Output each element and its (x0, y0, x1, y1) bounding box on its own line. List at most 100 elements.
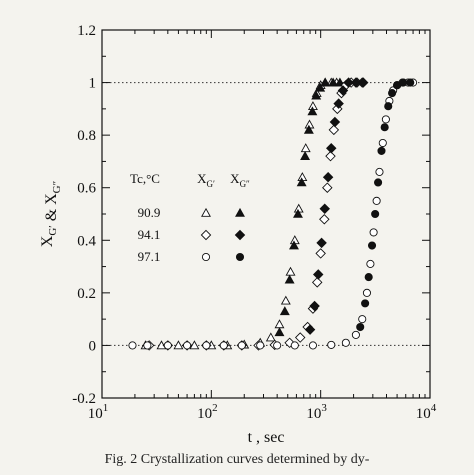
data-point-circle-open (308, 341, 317, 350)
data-point-triangle-filled (320, 77, 331, 87)
data-point-triangle-filled (284, 274, 295, 284)
data-point-triangle-open (285, 266, 296, 276)
data-point-circle-open (143, 341, 152, 350)
data-point-circle-open (378, 138, 387, 148)
y-tick-label: -0.2 (72, 391, 96, 407)
data-point-triangle-filled (303, 124, 314, 134)
data-point-circle-open (237, 341, 246, 350)
data-point-diamond-open (328, 124, 340, 136)
data-point-diamond-filled (326, 143, 337, 154)
data-point-diamond-open (315, 248, 326, 259)
x-tick-label: 104 (416, 402, 437, 422)
data-point-diamond-open (311, 277, 323, 288)
legend-marker-open (201, 252, 211, 262)
data-point-triangle-filled (307, 106, 318, 116)
y-tick-labels: -0.2 0 0.2 0.4 0.6 0.8 1 1.2 (72, 23, 96, 407)
data-point-diamond-filled (329, 116, 341, 128)
reference-lines (102, 82, 430, 346)
data-point-circle-open (366, 259, 375, 268)
data-point-circle-open (273, 341, 282, 350)
y-tick-label: 1.2 (77, 23, 96, 39)
legend-header-open: XG′ (197, 171, 215, 189)
legend-marker-filled (234, 229, 246, 241)
data-point-triangle-filled (289, 240, 299, 250)
y-tick-label: 0.4 (77, 233, 96, 249)
y-axis-title: XG′ & XG″ (39, 181, 63, 247)
data-point-diamond-filled (357, 77, 369, 88)
data-point-circle-filled (406, 78, 415, 87)
data-point-diamond-filled (333, 98, 344, 109)
data-point-triangle-filled (279, 306, 290, 316)
figure-caption: Fig. 2 Crystallization curves determined… (104, 452, 370, 467)
axis-ticks (101, 29, 431, 399)
data-point-circle-open (369, 228, 378, 237)
legend-row-label: 97.1 (138, 249, 161, 264)
data-point-triangle-open (280, 295, 291, 305)
data-point-diamond-filled (337, 85, 349, 96)
data-point-circle-open (372, 196, 381, 205)
data-point-circle-open (163, 341, 172, 350)
x-tick-label: 102 (197, 402, 218, 422)
data-point-triangle-open (189, 340, 200, 350)
data-point-diamond-filled (322, 171, 334, 183)
legend-marker-filled (235, 252, 245, 262)
data-point-circle-open (341, 338, 350, 347)
y-tick-label: 0.6 (77, 181, 96, 197)
data-point-circle-open (202, 341, 211, 350)
data-point-diamond-filled (319, 203, 330, 214)
data-point-diamond-filled (316, 237, 327, 249)
data-point-circle-filled (367, 241, 377, 250)
data-point-triangle-filled (293, 208, 303, 218)
data-point-triangle-open (274, 319, 285, 329)
x-tick-label: 103 (306, 402, 327, 422)
data-point-circle-open (256, 341, 265, 350)
data-point-diamond-filled (309, 300, 320, 312)
data-point-circle-filled (364, 273, 373, 282)
legend: Tc,°C XG′ XG″ 90.9 94.1 97.1 (130, 171, 250, 264)
legend-marker-open (201, 207, 211, 217)
y-tick-label: 0.8 (77, 128, 96, 144)
data-point-diamond-open (284, 337, 295, 349)
legend-header-tc: Tc,°C (130, 171, 160, 186)
data-point-circle-open (362, 288, 371, 297)
data-point-diamond-filled (304, 324, 316, 335)
data-point-circle-open (358, 315, 367, 324)
data-point-circle-filled (399, 78, 408, 87)
data-point-circle-filled (380, 123, 389, 132)
data-point-circle-open (351, 330, 360, 339)
y-tick-label: 1 (89, 76, 97, 92)
legend-marker-open (200, 229, 212, 241)
data-point-diamond-open (332, 103, 343, 115)
data-point-triangle-open (300, 143, 311, 153)
data-point-circle-open (381, 115, 390, 124)
data-point-circle-filled (374, 178, 383, 187)
data-point-circle-filled (377, 146, 386, 155)
y-tick-label: 0 (89, 338, 97, 354)
data-point-diamond-open (294, 332, 306, 343)
data-point-triangle-open (265, 332, 276, 342)
data-point-circle-open (128, 341, 137, 350)
data-point-triangle-filled (274, 327, 285, 337)
data-point-circle-filled (384, 102, 393, 111)
data-point-triangle-open (173, 340, 184, 350)
data-points (128, 77, 418, 351)
data-point-circle-open (375, 167, 384, 176)
x-axis-title: t , sec (248, 429, 285, 446)
data-point-triangle-filled (315, 82, 326, 92)
data-point-diamond-open (325, 150, 336, 162)
data-point-circle-filled (388, 89, 397, 98)
legend-row-label: 90.9 (138, 205, 161, 220)
data-point-circle-filled (361, 299, 370, 308)
data-point-diamond-open (319, 214, 330, 225)
y-tick-label: 0.2 (77, 286, 96, 302)
data-point-triangle-filled (328, 77, 339, 87)
data-point-triangle-filled (300, 151, 311, 160)
data-point-diamond-filled (312, 269, 324, 280)
data-point-circle-open (183, 341, 192, 350)
legend-header-filled: XG″ (230, 171, 250, 189)
legend-row-label: 94.1 (138, 227, 161, 242)
data-point-diamond-open (322, 182, 333, 193)
x-tick-labels: 101 102 103 104 (88, 402, 437, 422)
data-point-circle-filled (356, 322, 365, 332)
